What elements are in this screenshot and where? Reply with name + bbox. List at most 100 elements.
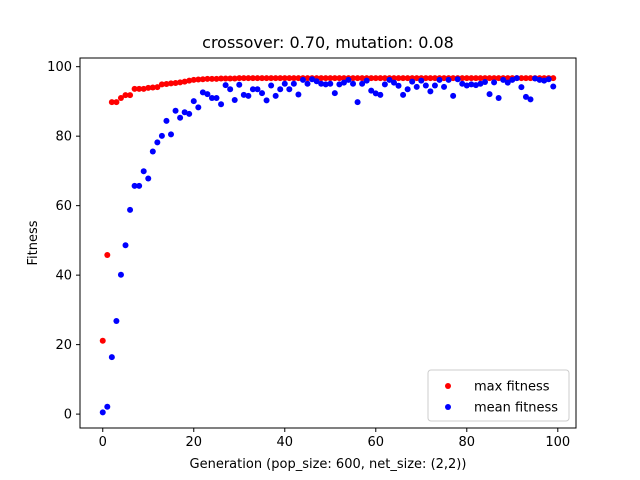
max-fitness-point	[277, 75, 284, 82]
mean-fitness-point	[281, 80, 288, 87]
mean-fitness-point	[336, 81, 343, 88]
mean-fitness-point	[313, 78, 320, 85]
max-fitness-point	[422, 75, 429, 82]
mean-fitness-point	[445, 76, 452, 83]
max-fitness-point	[522, 75, 529, 82]
mean-fitness-point	[345, 76, 352, 83]
mean-fitness-point	[195, 104, 202, 111]
max-fitness-point	[468, 75, 475, 82]
max-fitness-point	[204, 75, 211, 82]
mean-fitness-point	[231, 97, 238, 104]
chart-title: crossover: 0.70, mutation: 0.08	[202, 33, 454, 52]
max-fitness-point	[104, 251, 111, 258]
x-tick-label: 60	[368, 435, 385, 450]
max-fitness-point	[354, 75, 361, 82]
max-fitness-point	[395, 75, 402, 82]
mean-fitness-point	[436, 76, 443, 83]
mean-fitness-point	[327, 80, 334, 87]
mean-fitness-point	[359, 80, 366, 87]
max-fitness-point	[477, 75, 484, 82]
mean-fitness-point	[491, 79, 498, 86]
mean-fitness-point	[500, 76, 507, 83]
max-fitness-point	[377, 75, 384, 82]
mean-fitness-point	[318, 80, 325, 87]
mean-fitness-point	[186, 110, 193, 117]
mean-fitness-point	[249, 86, 256, 93]
max-fitness-point	[404, 75, 411, 82]
max-fitness-point	[495, 75, 502, 82]
max-fitness-point	[195, 76, 202, 83]
mean-fitness-point	[190, 98, 197, 105]
max-fitness-point	[281, 75, 288, 82]
mean-fitness-point	[441, 83, 448, 90]
max-fitness-point	[149, 84, 156, 91]
mean-fitness-point	[404, 86, 411, 93]
max-fitness-point	[186, 77, 193, 84]
mean-fitness-point	[459, 80, 466, 87]
mean-fitness-point	[149, 148, 156, 155]
mean-fitness-point	[450, 92, 457, 99]
mean-fitness-point	[163, 117, 170, 124]
mean-fitness-point	[122, 242, 129, 249]
mean-fitness-point	[522, 93, 529, 100]
mean-fitness-point	[532, 75, 539, 82]
max-fitness-point	[131, 85, 138, 92]
mean-fitness-point	[304, 80, 311, 87]
mean-fitness-point	[486, 91, 493, 98]
x-tick-label: 0	[99, 435, 107, 450]
x-tick-label: 20	[185, 435, 202, 450]
mean-fitness-point	[277, 86, 284, 93]
max-fitness-point	[222, 75, 229, 82]
max-fitness-point	[177, 79, 184, 86]
max-fitness-point	[431, 75, 438, 82]
mean-fitness-point	[481, 78, 488, 85]
data-points	[99, 75, 557, 416]
mean-fitness-point	[272, 92, 279, 99]
mean-fitness-point	[409, 78, 416, 85]
y-tick-label: 80	[55, 130, 72, 145]
mean-fitness-point	[295, 91, 302, 98]
mean-fitness-point	[136, 182, 143, 189]
max-fitness-point	[400, 75, 407, 82]
mean-fitness-point	[527, 96, 534, 103]
mean-fitness-point	[168, 131, 175, 138]
max-fitness-point	[504, 75, 511, 82]
max-fitness-point	[486, 75, 493, 82]
max-fitness-point	[272, 75, 279, 82]
mean-fitness-point	[227, 86, 234, 93]
max-fitness-point	[350, 75, 357, 82]
mean-fitness-point	[254, 86, 261, 93]
mean-fitness-point	[413, 83, 420, 90]
max-fitness-point	[491, 75, 498, 82]
mean-fitness-point	[536, 76, 543, 83]
mean-fitness-point	[140, 168, 147, 175]
mean-fitness-point	[240, 91, 247, 98]
max-fitness-point	[359, 75, 366, 82]
mean-fitness-point	[108, 354, 115, 361]
x-tick-label: 40	[276, 435, 293, 450]
max-fitness-point	[108, 99, 115, 106]
mean-fitness-point	[331, 90, 338, 97]
mean-fitness-point	[377, 91, 384, 98]
mean-fitness-point	[268, 82, 275, 89]
max-fitness-point	[213, 75, 220, 82]
y-tick-label: 100	[47, 60, 72, 75]
max-fitness-point	[340, 75, 347, 82]
mean-fitness-point	[340, 79, 347, 86]
max-fitness-point	[136, 85, 143, 92]
legend-marker-mean-fitness	[445, 404, 451, 410]
x-tick-label: 100	[545, 435, 570, 450]
max-fitness-point	[450, 75, 457, 82]
mean-fitness-point	[513, 75, 520, 82]
mean-fitness-point	[181, 109, 188, 116]
legend-label-mean-fitness: mean fitness	[474, 401, 558, 416]
legend: max fitness mean fitness	[427, 369, 570, 422]
mean-fitness-point	[504, 79, 511, 86]
max-fitness-point	[322, 75, 329, 82]
max-fitness-point	[190, 76, 197, 83]
mean-fitness-point	[263, 97, 270, 104]
legend-label-max-fitness: max fitness	[474, 380, 550, 395]
max-fitness-point	[127, 92, 134, 99]
legend-marker-max-fitness	[445, 383, 451, 389]
mean-fitness-point	[104, 403, 111, 410]
